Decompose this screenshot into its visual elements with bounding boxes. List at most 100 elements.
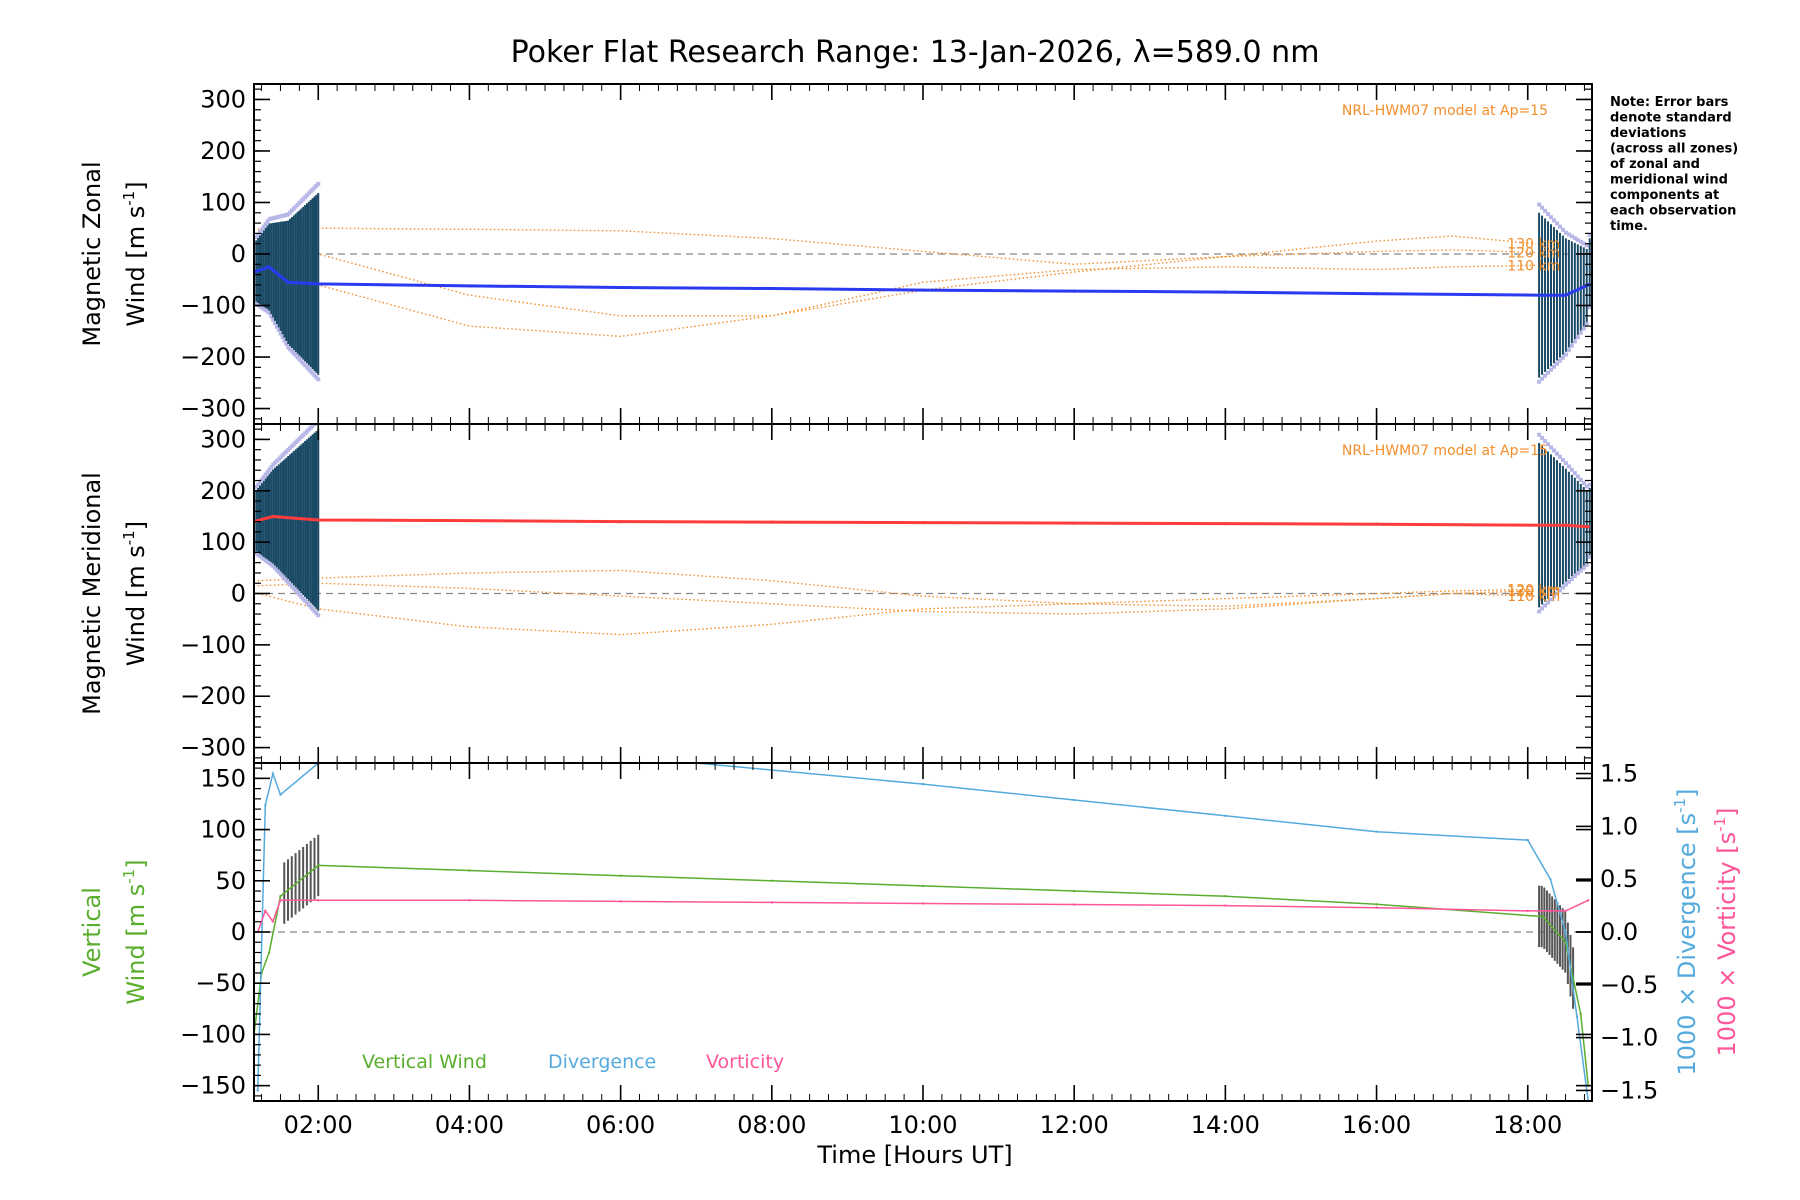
data-point (619, 519, 623, 524)
data-point (1072, 798, 1076, 802)
model-label-120km: 120 km (1507, 582, 1560, 598)
y-axis-label-zonal: Magnetic Zonal Wind [m s-1] (78, 161, 150, 346)
y-axis-label-line1: Vertical (78, 887, 106, 977)
y-axis-label-line1: Magnetic Meridional (78, 472, 106, 715)
plot-area-vertical (254, 763, 1592, 1101)
data-point (1072, 289, 1076, 293)
data-point (1564, 930, 1567, 934)
data-point (619, 874, 622, 877)
data-point (1375, 906, 1378, 909)
y-tick-label: 200 (200, 137, 246, 165)
plot-area-meridional (254, 424, 1592, 636)
right-tick-label: −1.5 (1600, 1076, 1658, 1104)
data-point (1541, 915, 1545, 918)
y-axis-label-vertical: Vertical Wind [m s-1] (78, 859, 150, 1004)
note-line: denote standard (1610, 111, 1732, 126)
y-tick-label: 300 (200, 85, 246, 113)
x-tick-label: 12:00 (1040, 1111, 1109, 1139)
data-point (1224, 894, 1227, 898)
data-point (467, 284, 472, 288)
data-point (271, 772, 275, 775)
x-tick-label: 08:00 (737, 1111, 806, 1139)
series-vertical-wind (254, 864, 1589, 1086)
data-point (1374, 292, 1379, 296)
data-point (256, 1089, 259, 1092)
data-point (1072, 889, 1076, 893)
data-point (921, 902, 925, 905)
right-axis-label-vorticity: 1000 × Vorticity [s-1] (1711, 808, 1741, 1057)
y-tick-label: 0 (231, 580, 246, 608)
data-point (1587, 899, 1590, 902)
y-tick-label: 100 (200, 188, 246, 216)
note-line: meridional wind (1610, 173, 1728, 188)
legend-vertical-wind: Vertical Wind (362, 1051, 487, 1073)
data-point (1224, 814, 1227, 818)
data-point (1375, 903, 1378, 906)
y-tick-label: −100 (180, 631, 246, 659)
model-label-130km: 130 km (1507, 237, 1560, 253)
data-point (770, 901, 774, 904)
x-tick-label: 18:00 (1493, 1111, 1562, 1139)
data-point (279, 793, 282, 796)
y-tick-label: 0 (231, 918, 246, 946)
right-axis-label-divergence: 1000 × Divergence [s-1] (1671, 788, 1701, 1075)
model-line-130km (257, 582, 1536, 615)
data-point (264, 909, 267, 913)
data-point (921, 884, 925, 888)
data-point (1549, 909, 1552, 913)
y-tick-label: 0 (231, 240, 246, 268)
x-tick-label: 02:00 (284, 1111, 353, 1139)
data-point (1072, 521, 1076, 525)
y-axis-label-meridional: Magnetic Meridional Wind [m s-1] (78, 472, 150, 715)
y-axis-label-line2: Wind [m s-1] (120, 521, 150, 666)
data-point (1579, 1012, 1582, 1016)
y-axis-label-line2: Wind [m s-1] (120, 859, 150, 1004)
data-point (267, 265, 271, 269)
right-axis-label-vorticity-text: 1000 × Vorticity [s-1] (1711, 808, 1741, 1057)
data-point (1374, 522, 1379, 526)
data-point (1223, 290, 1227, 294)
data-point (1563, 523, 1568, 527)
chart-title: Poker Flat Research Range: 13-Jan-2026, … (511, 35, 1320, 70)
y-axis-label-line2-text: Wind [m s-1] (120, 859, 150, 1004)
data-point (770, 286, 774, 291)
data-point (316, 282, 320, 286)
data-point (921, 782, 925, 786)
series-vorticity (257, 899, 1589, 933)
data-point (1563, 293, 1568, 297)
data-point (1526, 909, 1529, 913)
data-point (619, 900, 622, 903)
model-line-120km (257, 569, 1536, 605)
series-magnetic-meridional-wind (254, 514, 1589, 529)
y-tick-label: 150 (200, 764, 246, 792)
right-tick-label: −1.0 (1600, 1024, 1658, 1052)
x-axis-label: Time [Hours UT] (816, 1141, 1012, 1169)
y-tick-label: −300 (180, 395, 246, 423)
data-point (267, 951, 271, 954)
note-line: deviations (1610, 126, 1687, 141)
data-point (279, 899, 282, 902)
data-point (1541, 293, 1545, 297)
series-magnetic-zonal-wind (254, 265, 1589, 297)
data-point (1224, 904, 1227, 907)
right-tick-label: 0.5 (1600, 865, 1638, 893)
y-tick-label: −150 (180, 1072, 246, 1100)
data-point (1564, 909, 1567, 913)
legend-vorticity: Vorticity (706, 1051, 784, 1073)
note-line: time. (1610, 219, 1648, 234)
panel-frame (253, 423, 1593, 764)
y-tick-label: −50 (195, 969, 246, 997)
data-point (1375, 830, 1378, 833)
note-line: components at (1610, 188, 1719, 203)
panel-frame (253, 83, 1593, 425)
right-tick-label: 1.0 (1600, 812, 1638, 840)
model-line-130km (257, 227, 1536, 266)
data-point (467, 518, 472, 523)
data-point (271, 920, 275, 923)
data-point (921, 288, 925, 292)
note-line: Note: Error bars (1610, 95, 1729, 110)
panel-vertical: 150 100 50 0 −50 −100 −150 Vertical Wind [m s-1]… (78, 760, 1741, 1139)
y-axis-label-line1: Magnetic Zonal (78, 161, 106, 346)
